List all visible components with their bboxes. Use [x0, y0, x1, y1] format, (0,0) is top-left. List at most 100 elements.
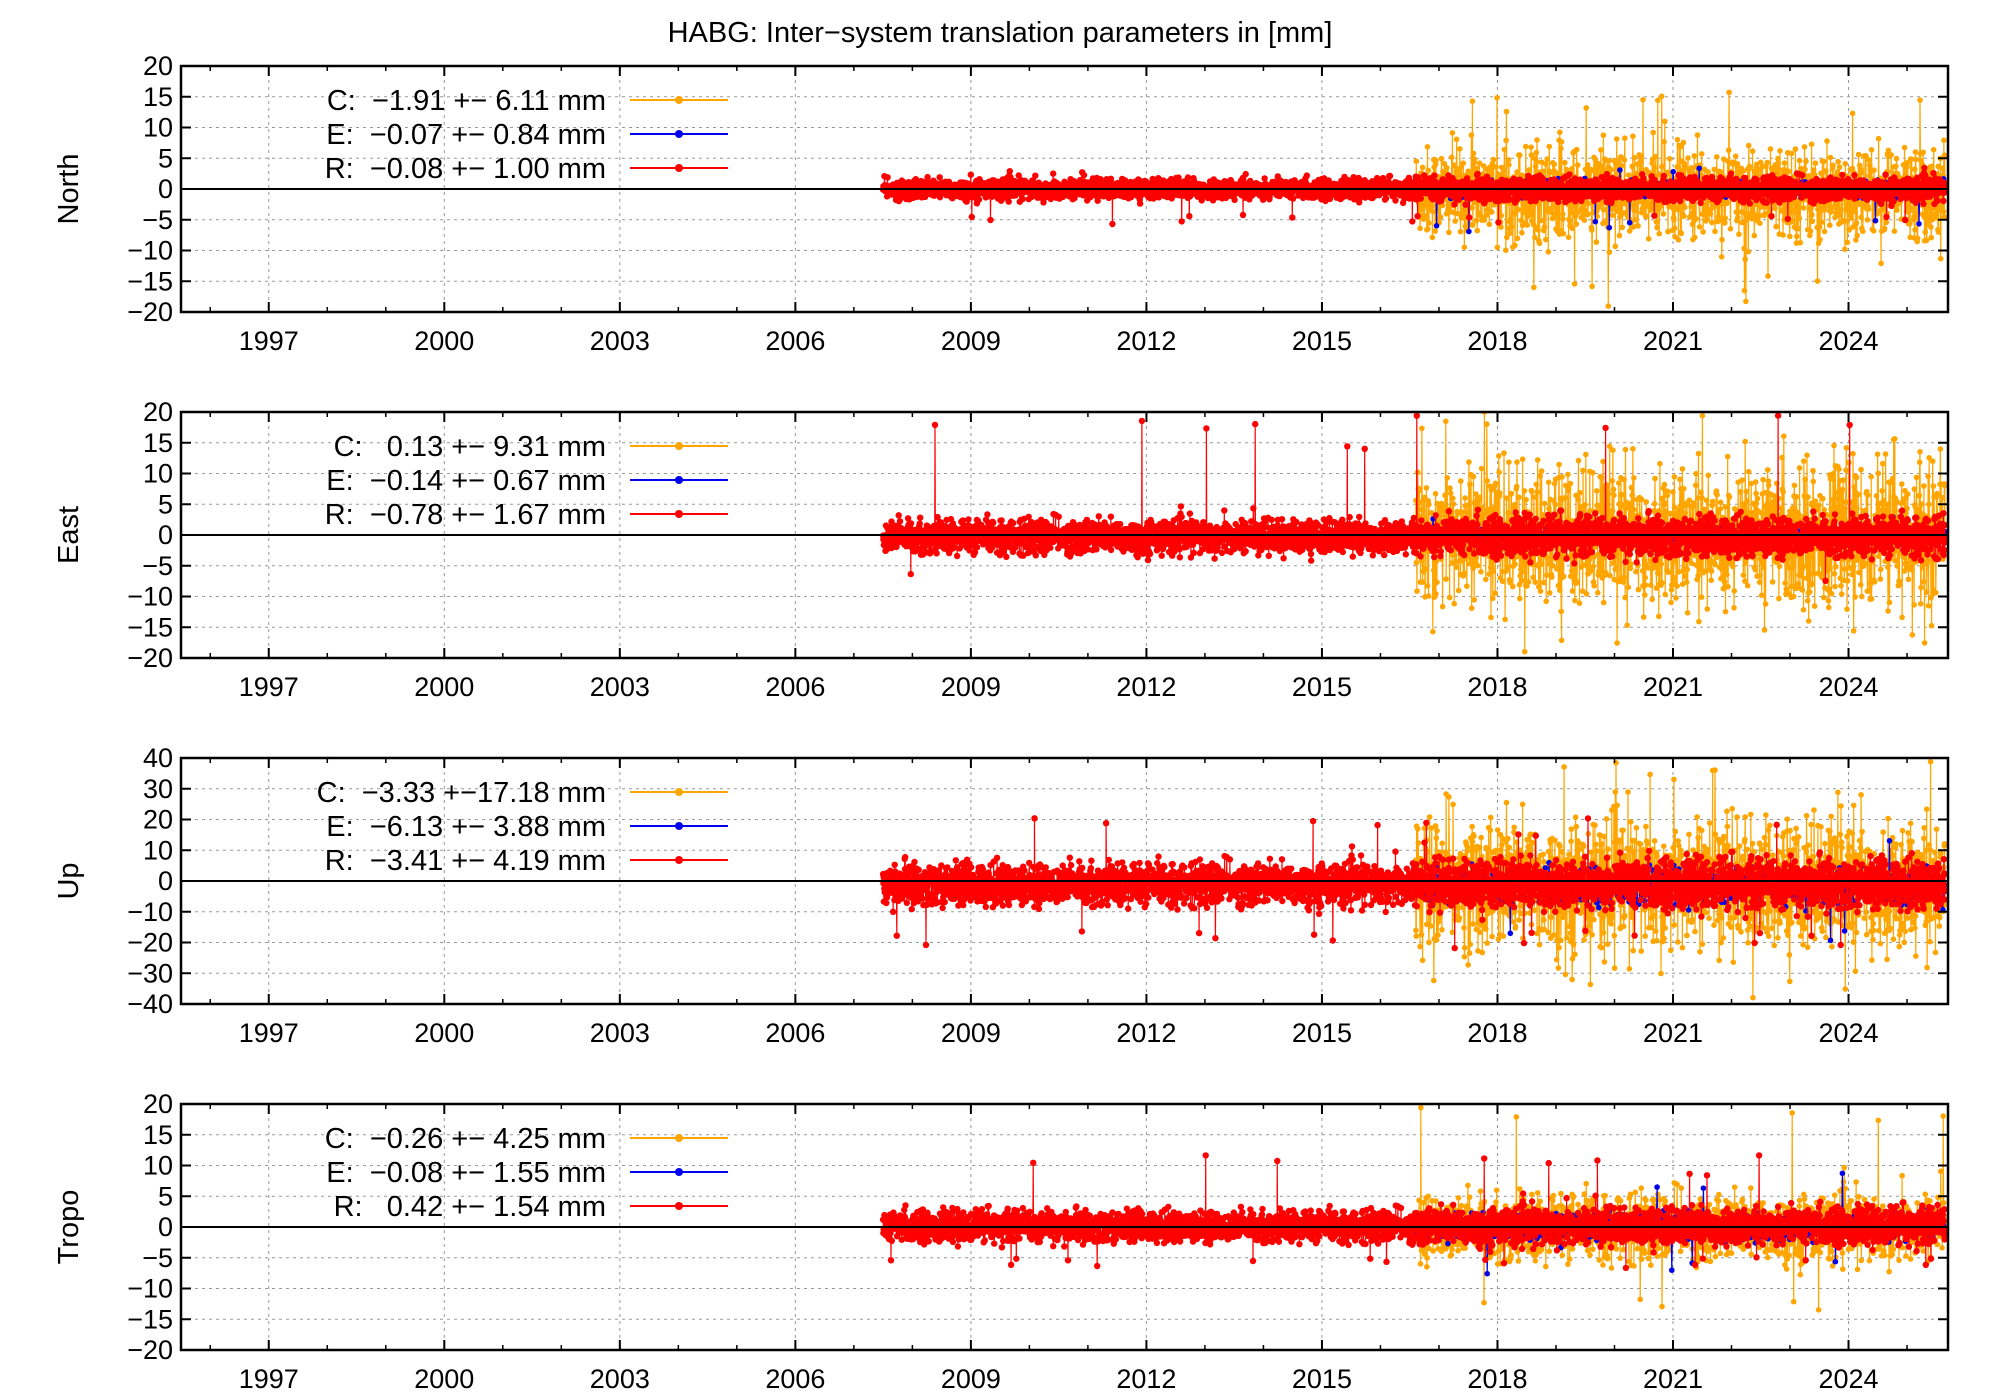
- data-point: [1712, 228, 1718, 235]
- data-point: [1757, 159, 1764, 166]
- data-point: [1598, 147, 1604, 153]
- data-point: [1860, 228, 1866, 235]
- data-point: [1912, 166, 1918, 172]
- data-point: [1488, 209, 1495, 215]
- data-point: [1453, 136, 1460, 143]
- data-point: [1604, 217, 1610, 223]
- data-point: [1621, 157, 1628, 163]
- data-point: [1885, 147, 1892, 154]
- data-point: [1483, 212, 1490, 218]
- data-point: [1606, 249, 1613, 255]
- data-point: [1175, 174, 1182, 181]
- data-point: [1725, 147, 1732, 154]
- data-point: [1529, 212, 1535, 218]
- data-point: [1506, 162, 1512, 168]
- data-point: [1795, 225, 1801, 232]
- data-point: [1426, 220, 1432, 226]
- data-point: [1626, 219, 1633, 226]
- data-point: [1675, 237, 1682, 243]
- data-point: [1633, 171, 1640, 177]
- data-point: [1638, 153, 1645, 159]
- data-point: [1907, 220, 1913, 227]
- data-point: [1659, 163, 1665, 170]
- data-point: [1928, 234, 1935, 241]
- data-point: [1735, 214, 1741, 221]
- data-point: [1807, 228, 1814, 234]
- data-point: [1032, 172, 1039, 179]
- data-point: [1745, 248, 1752, 255]
- data-point: [1787, 233, 1793, 240]
- data-point: [1718, 253, 1725, 260]
- data-point: [1785, 168, 1792, 175]
- data-point: [1674, 136, 1681, 143]
- data-point: [1508, 223, 1515, 230]
- data-point: [1573, 221, 1580, 227]
- data-point: [1722, 220, 1728, 226]
- data-point: [912, 176, 919, 183]
- data-point: [1739, 219, 1745, 226]
- data-point: [1462, 201, 1469, 208]
- data-point: [1558, 145, 1564, 152]
- data-point: [1677, 144, 1684, 150]
- data-point: [1592, 156, 1599, 163]
- data-point: [1524, 222, 1530, 228]
- data-point: [1303, 172, 1311, 179]
- data-point: [1469, 98, 1476, 104]
- data-point: [1698, 151, 1705, 157]
- data-point: [1585, 211, 1591, 217]
- data-point: [1775, 160, 1781, 166]
- data-point: [1606, 224, 1613, 231]
- data-point: [1866, 157, 1872, 163]
- data-point: [1437, 214, 1444, 220]
- data-point: [1449, 130, 1456, 136]
- data-point: [1501, 146, 1508, 153]
- data-point: [1428, 203, 1435, 209]
- data-point: [1466, 214, 1473, 221]
- data-point: [1609, 212, 1615, 219]
- data-point: [1518, 217, 1524, 224]
- data-point: [1473, 217, 1480, 224]
- data-point: [1432, 228, 1438, 234]
- data-point: [1719, 236, 1725, 243]
- data-point: [1765, 273, 1771, 279]
- data-point: [1532, 234, 1538, 241]
- data-point: [1414, 213, 1421, 220]
- data-point: [1732, 153, 1739, 159]
- data-point: [1881, 225, 1888, 232]
- data-point: [1904, 164, 1910, 170]
- data-point: [1184, 174, 1192, 181]
- data-point: [1424, 144, 1431, 150]
- data-point: [1665, 228, 1671, 235]
- data-point: [1916, 221, 1922, 227]
- data-point: [1109, 220, 1116, 228]
- data-point: [1647, 207, 1654, 213]
- data-point: [1844, 202, 1850, 209]
- data-point: [1559, 211, 1566, 217]
- data-point: [1749, 148, 1756, 154]
- data-point: [1470, 150, 1477, 157]
- data-point: [1019, 195, 1026, 203]
- data-point: [1781, 160, 1788, 166]
- data-point: [1261, 175, 1268, 182]
- data-point: [1901, 144, 1908, 151]
- data-point: [1480, 163, 1487, 169]
- data-point: [1613, 136, 1620, 142]
- data-point: [1614, 208, 1621, 215]
- data-point: [1920, 149, 1926, 156]
- data-point: [1941, 152, 1948, 158]
- data-point: [1662, 118, 1668, 125]
- data-point: [1080, 171, 1088, 179]
- data-point: [1457, 228, 1464, 235]
- data-point: [1498, 224, 1504, 230]
- data-point: [1600, 206, 1607, 213]
- data-point: [1864, 217, 1871, 223]
- data-point: [1777, 148, 1783, 154]
- data-point: [1503, 247, 1509, 253]
- data-point: [1794, 233, 1800, 240]
- data-point: [1875, 135, 1882, 142]
- data-point: [1505, 157, 1512, 163]
- data-point: [1910, 206, 1917, 212]
- data-point: [1853, 237, 1859, 243]
- data-point: [1688, 165, 1695, 171]
- data-point: [1417, 225, 1423, 232]
